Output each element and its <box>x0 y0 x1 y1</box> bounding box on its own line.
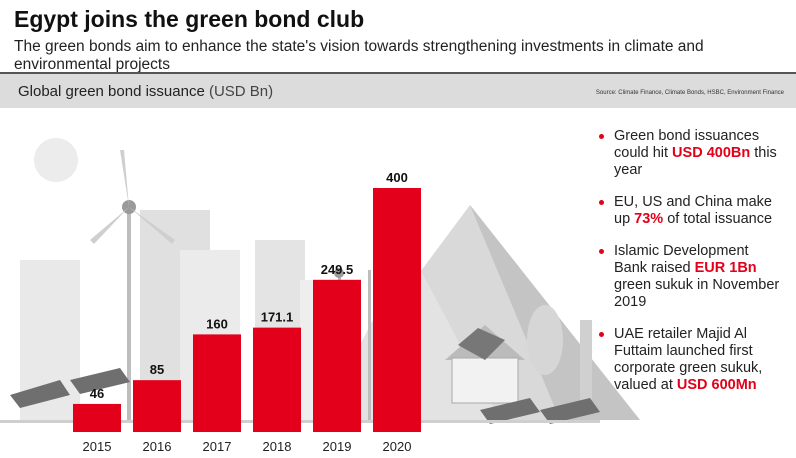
bar <box>373 188 421 432</box>
bullet-text: EU, US and China make up <box>614 194 772 227</box>
x-tick-label: 2019 <box>323 439 352 454</box>
chart-header: Global green bond issuance (USD Bn) Sour… <box>0 72 796 108</box>
highlight-text: USD 600Mn <box>676 377 757 393</box>
value-label: 249.5 <box>321 262 354 277</box>
bullet-text: Green bond issuances could hit <box>614 128 760 161</box>
bullet-text: UAE retailer Majid Al Futtaim launched f… <box>614 326 763 393</box>
bar <box>133 380 181 432</box>
value-label: 85 <box>150 362 164 377</box>
bullet: UAE retailer Majid Al Futtaim launched f… <box>598 326 780 394</box>
bullet-list: Green bond issuances could hit USD 400Bn… <box>598 128 780 409</box>
subtitle: The green bonds aim to enhance the state… <box>14 38 704 73</box>
bullet: EU, US and China make up 73% of total is… <box>598 194 780 228</box>
value-label: 171.1 <box>261 310 294 325</box>
highlight-text: USD 400Bn <box>672 145 751 161</box>
value-label: 46 <box>90 386 104 401</box>
x-tick-label: 2017 <box>203 439 232 454</box>
bullet-text: Islamic Development Bank raised <box>614 243 749 276</box>
bullet-text: green sukuk in November 2019 <box>614 277 780 310</box>
bullet-text: this year <box>614 145 777 178</box>
bullet: Islamic Development Bank raised EUR 1Bn … <box>598 243 780 311</box>
source: Source: Climate Finance, Climate Bonds, … <box>595 90 784 96</box>
x-tick-label: 2015 <box>83 439 112 454</box>
highlight-text: EUR 1Bn <box>694 260 757 276</box>
highlight-text: 73% <box>634 211 664 227</box>
bar <box>193 334 241 432</box>
value-label: 160 <box>206 316 228 331</box>
bar <box>253 327 301 432</box>
value-label: 400 <box>386 170 408 185</box>
title: Egypt joins the green bond club <box>14 6 365 32</box>
chart-title: Global green bond issuance <box>18 83 205 100</box>
chart-title-row: Global green bond issuance (USD Bn) <box>18 83 273 100</box>
unit: (USD Bn) <box>208 83 274 100</box>
bullet-text: of total issuance <box>663 211 773 227</box>
x-tick-label: 2016 <box>143 439 172 454</box>
bullet: Green bond issuances could hit USD 400Bn… <box>598 128 780 179</box>
bar <box>313 279 361 432</box>
x-tick-label: 2020 <box>383 439 412 454</box>
bar <box>73 403 121 432</box>
x-tick-label: 2018 <box>263 439 292 454</box>
